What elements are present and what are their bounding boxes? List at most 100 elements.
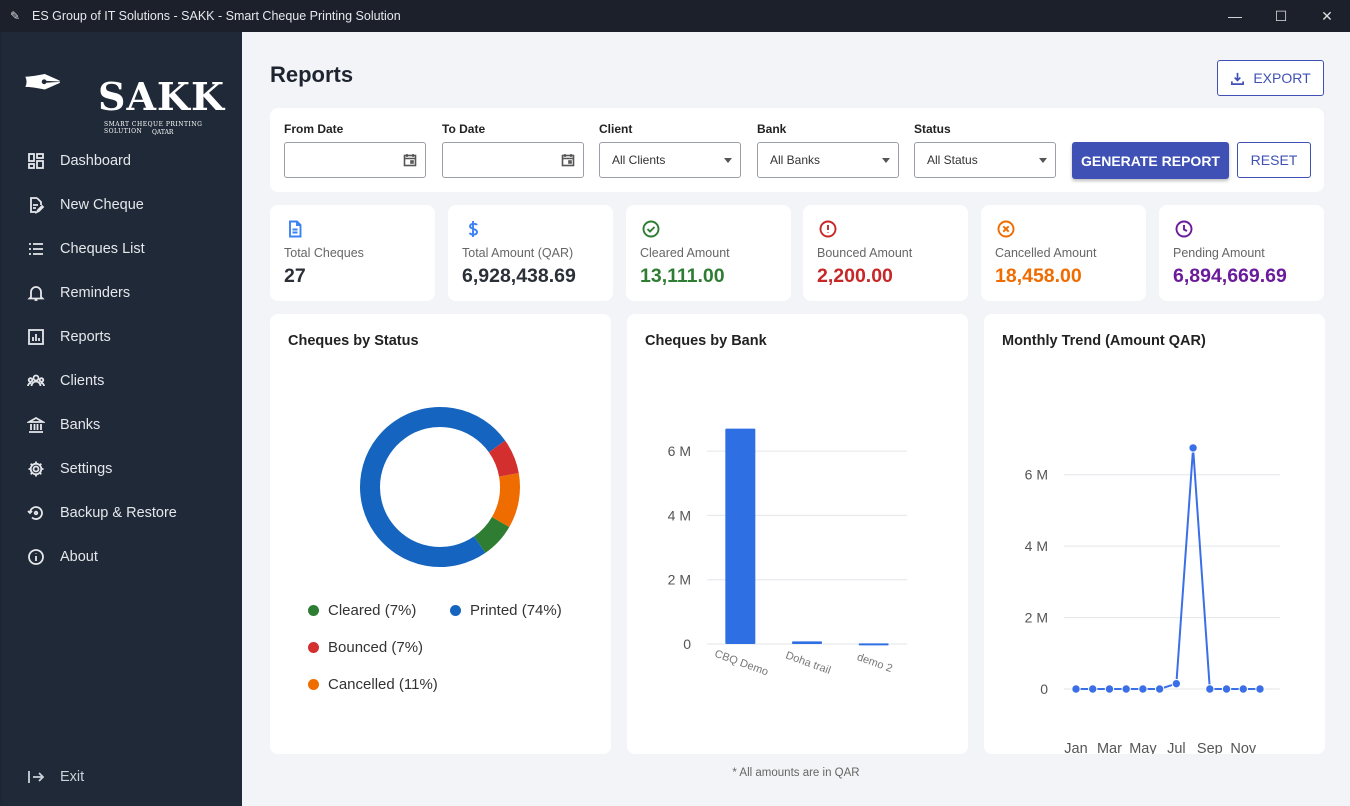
bank-group: Bank All Banks [757, 122, 899, 178]
sidebar-item-settings[interactable]: Settings [2, 447, 242, 491]
bell-icon [27, 284, 45, 302]
chart-title: Cheques by Status [288, 333, 419, 349]
bank-value: All Banks [770, 153, 821, 167]
to-date-group: To Date [442, 122, 584, 178]
donut-slice [491, 473, 520, 527]
data-point [1205, 684, 1215, 694]
sidebar-item-label: Banks [60, 417, 101, 433]
sidebar-item-dashboard[interactable]: Dashboard [2, 139, 242, 183]
y-tick-label: 2 M [1025, 610, 1048, 626]
sidebar-item-about[interactable]: About [2, 535, 242, 579]
x-tick-label: Jan [1064, 741, 1087, 754]
data-point [1071, 684, 1081, 694]
bank-icon [27, 416, 45, 434]
sidebar-item-label: Backup & Restore [60, 505, 177, 521]
chevron-down-icon [882, 158, 890, 163]
reset-button[interactable]: RESET [1237, 142, 1311, 178]
legend-dot [450, 605, 461, 616]
x-tick-label: CBQ Demo [713, 648, 770, 679]
x-tick-label: May [1129, 741, 1157, 754]
status-group: Status All Status [914, 122, 1056, 178]
sidebar-item-clients[interactable]: Clients [2, 359, 242, 403]
exit-label: Exit [60, 769, 85, 785]
status-value: All Status [927, 153, 978, 167]
export-label: EXPORT [1253, 70, 1311, 86]
exit-button[interactable]: Exit [2, 755, 242, 799]
stat-label: Total Amount (QAR) [462, 246, 574, 260]
client-group: Client All Clients [599, 122, 741, 178]
stat-cancelled-amount: Cancelled Amount 18,458.00 [981, 205, 1146, 301]
chevron-down-icon [1039, 158, 1047, 163]
list-icon [27, 240, 45, 258]
from-date-label: From Date [284, 122, 344, 136]
data-point [1154, 684, 1165, 694]
bank-label: Bank [757, 122, 787, 136]
sidebar-item-label: About [60, 549, 98, 565]
logo: ✒ SAKK SMART CHEQUE PRINTING SOLUTION QA… [22, 52, 227, 152]
x-tick-label: Nov [1230, 741, 1257, 754]
maximize-icon[interactable]: ☐ [1274, 7, 1288, 24]
data-point [1188, 443, 1198, 453]
calendar-icon[interactable] [561, 153, 575, 167]
y-tick-label: 6 M [1025, 467, 1048, 483]
stat-total-amount: Total Amount (QAR) 6,928,438.69 [448, 205, 613, 301]
line-chart: 0 2 M 4 M 6 M Jan Mar May Jul Sep Nov [1025, 443, 1280, 754]
logo-tagline: SMART CHEQUE PRINTING SOLUTION [104, 121, 203, 135]
y-tick-label: 4 M [1025, 538, 1048, 554]
dashboard-icon [27, 152, 45, 170]
logo-location: QATAR [152, 129, 174, 136]
sidebar-item-banks[interactable]: Banks [2, 403, 242, 447]
close-icon[interactable]: ✕ [1321, 7, 1333, 24]
export-button[interactable]: EXPORT [1217, 60, 1324, 96]
stat-label: Bounced Amount [817, 246, 913, 260]
status-label: Status [914, 122, 951, 136]
edit-document-icon [27, 196, 45, 214]
x-tick-label: demo 2 [855, 651, 894, 675]
sidebar-nav: Dashboard New Cheque Cheques List Remind… [2, 139, 242, 579]
bank-select[interactable]: All Banks [757, 142, 899, 178]
people-icon [27, 372, 45, 390]
sidebar-item-label: Reports [60, 329, 111, 345]
window-title: ES Group of IT Solutions - SAKK - Smart … [32, 9, 401, 23]
client-select[interactable]: All Clients [599, 142, 741, 178]
stat-pending-amount: Pending Amount 6,894,669.69 [1159, 205, 1324, 301]
client-value: All Clients [612, 153, 666, 167]
chart-card-trend: Monthly Trend (Amount QAR) 0 2 M 4 M 6 M Jan… [984, 314, 1325, 754]
sidebar-item-reports[interactable]: Reports [2, 315, 242, 359]
sidebar-item-backup-restore[interactable]: Backup & Restore [2, 491, 242, 535]
calendar-icon[interactable] [403, 153, 417, 167]
minimize-icon[interactable]: — [1228, 8, 1242, 24]
to-date-input[interactable] [442, 142, 584, 178]
sidebar-item-reminders[interactable]: Reminders [2, 271, 242, 315]
stat-label: Cancelled Amount [995, 246, 1097, 260]
donut-slice [360, 407, 506, 567]
chart-icon [27, 328, 45, 346]
sidebar-item-new-cheque[interactable]: New Cheque [2, 183, 242, 227]
chart-title: Monthly Trend (Amount QAR) [1002, 333, 1206, 349]
donut-slice [473, 516, 510, 553]
logo-calligraphy-icon: ✒ [22, 54, 64, 112]
x-tick-label: Sep [1197, 741, 1223, 754]
bar [792, 641, 822, 644]
from-date-input[interactable] [284, 142, 426, 178]
data-point [1121, 684, 1131, 694]
data-point [1104, 684, 1115, 694]
sidebar-item-label: Clients [60, 373, 105, 389]
stat-label: Cleared Amount [640, 246, 730, 260]
generate-report-button[interactable]: GENERATE REPORT [1072, 142, 1229, 179]
status-select[interactable]: All Status [914, 142, 1056, 178]
data-point [1255, 684, 1265, 694]
data-point [1221, 684, 1232, 694]
donut-slice [488, 440, 519, 477]
data-point [1138, 684, 1148, 694]
stat-value: 2,200.00 [817, 265, 893, 287]
chart-title: Cheques by Bank [645, 333, 767, 349]
sidebar-item-cheques-list[interactable]: Cheques List [2, 227, 242, 271]
from-date-group: From Date [284, 122, 426, 178]
gear-icon [27, 460, 45, 478]
stat-value: 13,111.00 [640, 265, 725, 287]
y-tick-label: 2 M [668, 572, 691, 588]
document-icon [286, 220, 304, 238]
logo-brand: SAKK [98, 74, 225, 119]
download-icon [1231, 72, 1245, 85]
